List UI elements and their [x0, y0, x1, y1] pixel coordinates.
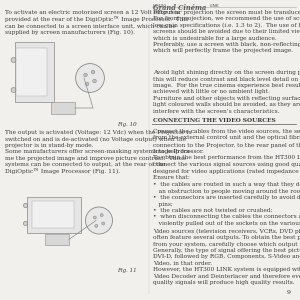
Text: Fig. 10: Fig. 10: [117, 122, 136, 128]
Text: •  the cables are routed in such a way that they do not present
   an obstructio: • the cables are routed in such a way th…: [153, 182, 300, 226]
Text: Fig. 11: Fig. 11: [117, 268, 136, 273]
Circle shape: [84, 73, 87, 77]
Text: PFor rear projection the screen must be translucent.
For front projection, we re: PFor rear projection the screen must be …: [153, 10, 300, 53]
Text: Video sources (television receivers, VCRs, DVD players, etc.)
often feature seve: Video sources (television receivers, VCR…: [153, 229, 300, 285]
Text: Grand Cinéma: Grand Cinéma: [153, 4, 207, 12]
FancyBboxPatch shape: [45, 234, 69, 244]
Text: CONNECTING THE VIDEO SOURCES: CONNECTING THE VIDEO SOURCES: [153, 118, 276, 123]
Text: To obtain the best performance from the HT300 LINK system,
connect the various s: To obtain the best performance from the …: [153, 155, 300, 180]
Circle shape: [95, 224, 98, 227]
Circle shape: [23, 203, 28, 208]
FancyBboxPatch shape: [16, 48, 46, 96]
Text: Avoid light shining directly on the screen during projection as
this will reduce: Avoid light shining directly on the scre…: [153, 70, 300, 94]
FancyBboxPatch shape: [32, 201, 74, 228]
Circle shape: [85, 82, 89, 86]
Circle shape: [93, 79, 96, 83]
Circle shape: [11, 58, 16, 62]
Circle shape: [100, 214, 103, 217]
Circle shape: [11, 88, 16, 92]
Circle shape: [102, 222, 105, 225]
Text: Connect the cables from the video sources, the serial cable
from the external co: Connect the cables from the video source…: [153, 129, 300, 154]
FancyBboxPatch shape: [51, 102, 75, 114]
Text: Furniture and other objects with reflecting surfaces, as well as
light coloured : Furniture and other objects with reflect…: [153, 96, 300, 114]
Circle shape: [76, 64, 104, 92]
FancyBboxPatch shape: [15, 42, 54, 102]
Circle shape: [85, 207, 112, 234]
Circle shape: [91, 70, 95, 74]
Circle shape: [93, 216, 96, 219]
Text: LINK: LINK: [210, 4, 220, 8]
Text: To activate an electric motorised screen a 12 Volt output is
provided at the rea: To activate an electric motorised screen…: [5, 10, 189, 35]
Circle shape: [23, 221, 28, 226]
Text: HT300: HT300: [153, 4, 167, 8]
Text: The output is activated (Voltage: 12 Vdc) when the Projector is
switched on and : The output is activated (Voltage: 12 Vdc…: [5, 130, 192, 174]
Text: 9: 9: [287, 290, 291, 295]
FancyBboxPatch shape: [27, 196, 81, 232]
